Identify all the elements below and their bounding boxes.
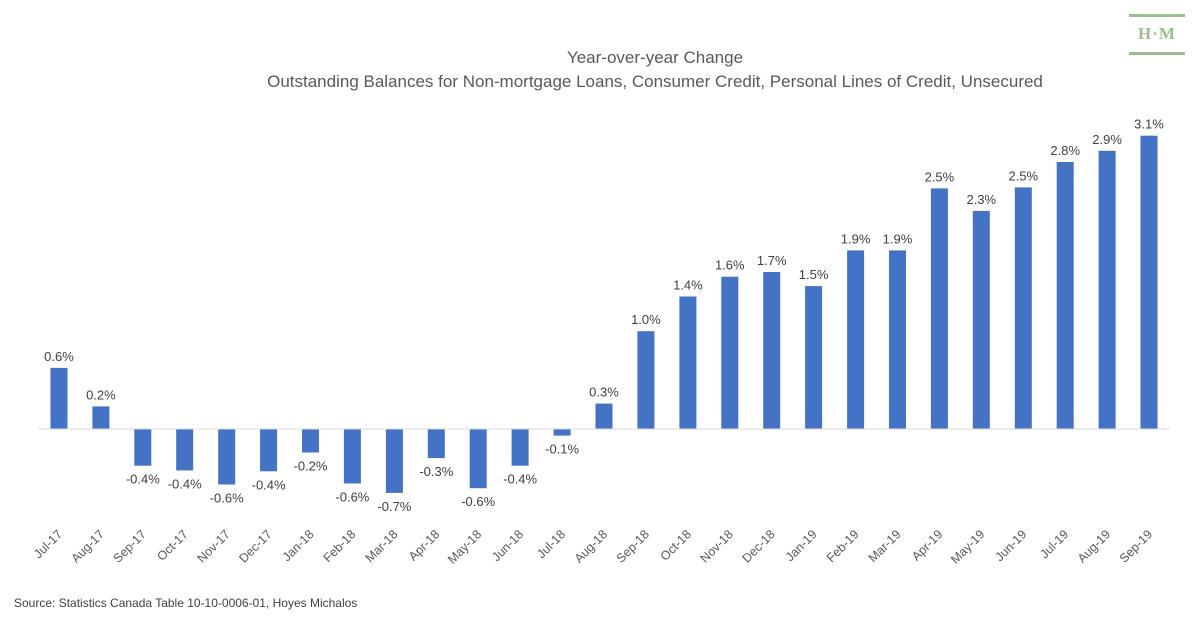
x-tick-mar-19: Mar-19: [866, 527, 904, 565]
x-tick-nov-18: Nov-18: [698, 527, 736, 565]
data-label-oct-17: -0.4%: [168, 476, 202, 491]
bar-dec-17: [260, 429, 278, 472]
logo-bottom-rule: [1129, 52, 1185, 55]
data-label-sep-18: 1.0%: [631, 312, 661, 327]
x-tick-oct-17: Oct-17: [154, 527, 190, 563]
x-tick-jun-19: Jun-19: [992, 527, 1029, 564]
x-tick-sep-18: Sep-18: [614, 527, 652, 565]
x-tick-aug-18: Aug-18: [572, 527, 610, 565]
x-tick-jul-17: Jul-17: [31, 527, 65, 561]
data-labels-group: 0.6% 0.2% -0.4% -0.4% -0.6% -0.4% -0.2% -0.6% -0…: [44, 117, 1164, 514]
data-label-mar-18: -0.7%: [377, 499, 411, 514]
x-tick-jul-19: Jul-19: [1037, 527, 1071, 561]
x-tick-nov-17: Nov-17: [194, 527, 232, 565]
data-label-jun-19: 2.5%: [1008, 168, 1038, 183]
bar-jul-18: [553, 429, 571, 436]
chart-subtitle: Outstanding Balances for Non-mortgage Lo…: [267, 72, 1043, 91]
x-tick-feb-18: Feb-18: [321, 527, 359, 565]
logo-top-rule: [1129, 14, 1185, 17]
bar-jul-17: [50, 367, 68, 429]
bar-apr-18: [427, 429, 445, 459]
logo-text: H·M: [1138, 24, 1176, 43]
data-label-apr-18: -0.3%: [419, 464, 453, 479]
bar-jan-18: [302, 429, 319, 453]
x-tick-apr-18: Apr-18: [406, 527, 442, 563]
bar-aug-19: [1098, 150, 1116, 430]
bar-sep-19: [1140, 135, 1158, 429]
data-label-jul-17: 0.6%: [44, 349, 74, 364]
x-tick-aug-19: Aug-19: [1075, 527, 1113, 565]
chart-title-block: Year-over-year Change Outstanding Balanc…: [0, 46, 1200, 94]
x-tick-feb-19: Feb-19: [824, 527, 862, 565]
bar-jul-19: [1056, 162, 1074, 429]
hoyes-michalos-logo: H·M: [1129, 14, 1185, 56]
data-label-aug-17: 0.2%: [86, 387, 116, 402]
data-label-nov-17: -0.6%: [210, 491, 244, 506]
x-tick-sep-19: Sep-19: [1117, 527, 1155, 565]
data-label-dec-18: 1.7%: [757, 253, 787, 268]
x-tick-sep-17: Sep-17: [111, 527, 149, 565]
data-label-jun-18: -0.4%: [503, 472, 537, 487]
x-tick-apr-19: Apr-19: [909, 527, 945, 563]
bar-oct-17: [176, 429, 194, 471]
bar-feb-19: [847, 250, 865, 429]
bar-mar-18: [385, 429, 403, 493]
bar-jun-19: [1014, 187, 1032, 429]
x-tick-jan-18: Jan-18: [280, 527, 317, 564]
data-label-feb-18: -0.6%: [335, 490, 369, 505]
data-label-jul-19: 2.8%: [1050, 143, 1080, 158]
bar-nov-17: [218, 429, 236, 485]
x-tick-mar-18: Mar-18: [363, 527, 401, 565]
x-tick-jan-19: Jan-19: [783, 527, 820, 564]
x-tick-oct-18: Oct-18: [658, 527, 694, 563]
bar-mar-19: [889, 250, 906, 429]
data-label-may-19: 2.3%: [966, 192, 996, 207]
data-label-sep-17: -0.4%: [126, 472, 160, 487]
bar-may-18: [469, 429, 487, 489]
bar-aug-18: [595, 403, 613, 429]
bar-apr-19: [930, 188, 948, 429]
x-tick-dec-18: Dec-18: [739, 527, 777, 565]
data-label-jan-18: -0.2%: [294, 459, 328, 474]
bars-group: [50, 135, 1158, 493]
bar-chart: 0.6% 0.2% -0.4% -0.4% -0.6% -0.4% -0.2% -0.6% -0…: [31, 117, 1170, 567]
x-tick-jun-18: Jun-18: [489, 527, 526, 564]
bar-jun-18: [511, 429, 529, 466]
bar-sep-17: [134, 429, 152, 466]
x-tick-labels-group: Jul-17 Aug-17 Sep-17 Oct-17 Nov-17 Dec-17 Jan-…: [31, 527, 1155, 566]
data-label-jul-18: -0.1%: [545, 442, 579, 457]
x-tick-dec-17: Dec-17: [236, 527, 274, 565]
bar-may-19: [972, 210, 990, 429]
data-label-nov-18: 1.6%: [715, 258, 745, 273]
x-tick-aug-17: Aug-17: [69, 527, 107, 565]
x-tick-jul-18: Jul-18: [534, 527, 568, 561]
data-label-aug-18: 0.3%: [589, 385, 619, 400]
data-label-dec-17: -0.4%: [252, 477, 286, 492]
source-note: Source: Statistics Canada Table 10-10-00…: [14, 596, 358, 610]
bar-dec-18: [763, 272, 781, 429]
chart-title: Year-over-year Change: [566, 48, 744, 67]
bar-feb-18: [343, 429, 361, 484]
bar-oct-18: [679, 296, 697, 429]
data-label-apr-19: 2.5%: [925, 169, 955, 184]
data-label-aug-19: 2.9%: [1092, 132, 1122, 147]
data-label-jan-19: 1.5%: [799, 267, 829, 282]
data-label-feb-19: 1.9%: [841, 231, 871, 246]
data-label-mar-19: 1.9%: [883, 231, 913, 246]
data-label-oct-18: 1.4%: [673, 278, 703, 293]
x-tick-may-19: May-19: [948, 527, 987, 566]
bar-aug-17: [92, 406, 110, 429]
data-label-sep-19: 3.1%: [1134, 117, 1164, 132]
data-label-may-18: -0.6%: [461, 494, 495, 509]
bar-nov-18: [721, 276, 739, 429]
bar-jan-19: [805, 286, 823, 429]
bar-sep-18: [637, 331, 655, 429]
x-tick-may-18: May-18: [445, 527, 484, 566]
